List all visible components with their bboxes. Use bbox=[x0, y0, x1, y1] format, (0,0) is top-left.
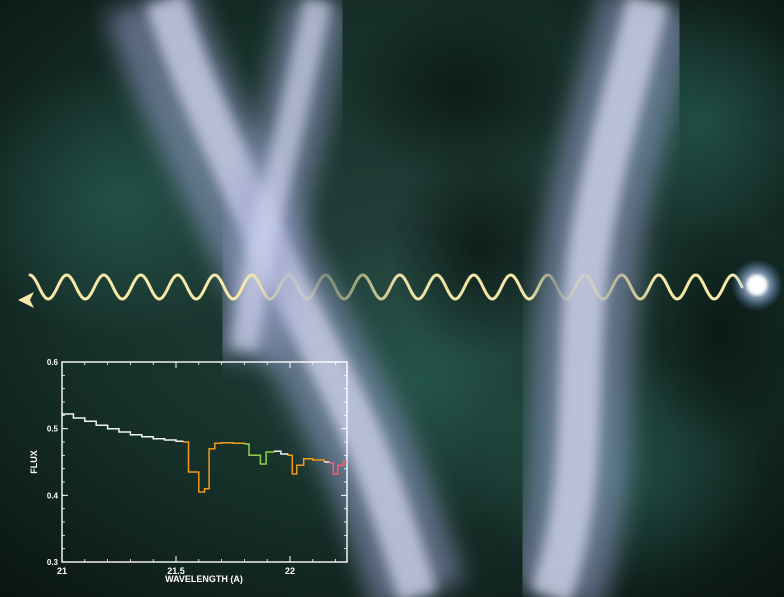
x-tick-label: 21.5 bbox=[167, 566, 185, 576]
light-wave bbox=[18, 273, 744, 308]
spectrum-inset: FLUX WAVELENGTH (A) 21 21.5 22 0.3 0.4 0.5 0.6 bbox=[29, 358, 348, 584]
inset-ticks bbox=[61, 361, 347, 563]
spectrum-series bbox=[62, 413, 347, 493]
y-tick-label: 0.5 bbox=[47, 425, 59, 434]
spectrum-segment bbox=[182, 441, 246, 493]
bright-star-icon bbox=[731, 259, 783, 311]
gas-filament-left bbox=[104, 0, 465, 597]
dark-cloud bbox=[390, 140, 570, 360]
spectrum-segment bbox=[328, 461, 347, 475]
gas-filament-branch bbox=[210, 0, 355, 365]
y-tick-label: 0.6 bbox=[47, 358, 59, 367]
x-tick-label: 21 bbox=[57, 566, 67, 576]
spectrum-segment bbox=[244, 443, 275, 465]
arrow-left-icon bbox=[18, 292, 34, 308]
inset-labels: FLUX WAVELENGTH (A) 21 21.5 22 0.3 0.4 0.5 0.6 bbox=[29, 358, 295, 584]
y-axis-label: FLUX bbox=[29, 450, 39, 474]
y-tick-label: 0.4 bbox=[47, 491, 59, 500]
x-tick-label: 22 bbox=[285, 566, 295, 576]
gas-filament-right bbox=[504, 0, 699, 597]
y-tick-label: 0.3 bbox=[47, 558, 59, 567]
spectrum-segment bbox=[274, 450, 289, 456]
x-axis-label: WAVELENGTH (A) bbox=[165, 574, 243, 584]
spectrum-segment bbox=[287, 454, 325, 475]
spectrum-segment bbox=[62, 413, 184, 443]
spectrum-segment bbox=[324, 461, 330, 463]
dark-cloud bbox=[340, 0, 580, 180]
